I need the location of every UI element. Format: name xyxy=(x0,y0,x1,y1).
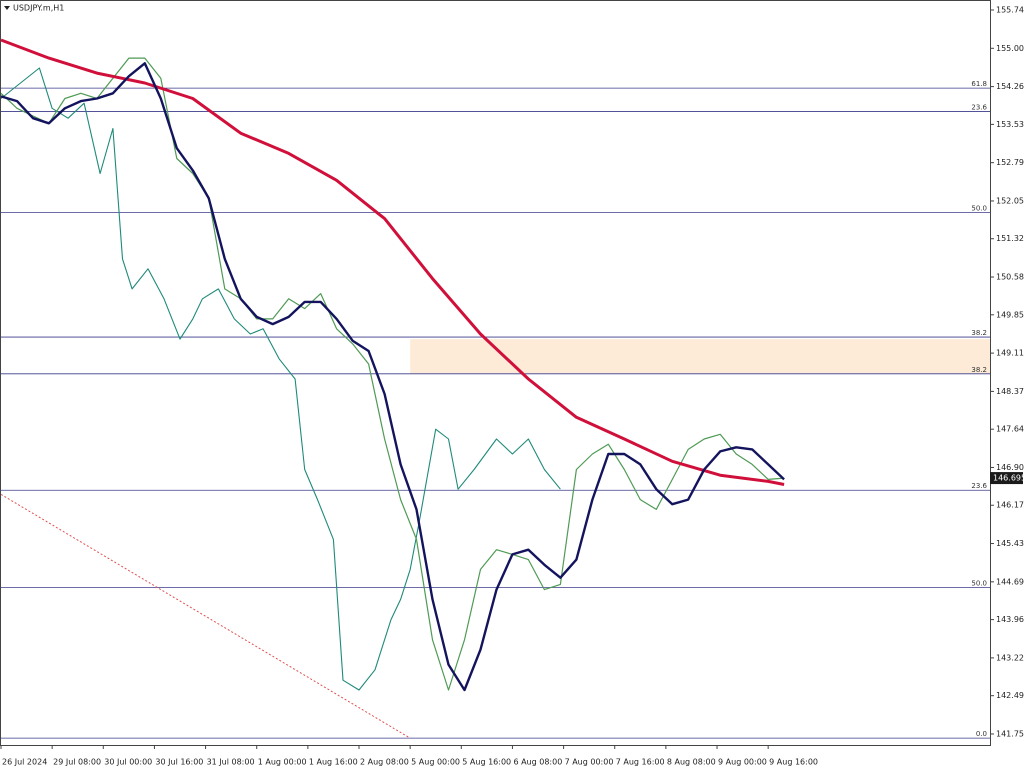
trendline xyxy=(0,493,411,739)
x-tick-label: 5 Aug 16:00 xyxy=(462,758,511,767)
y-tick-label: 147.640 xyxy=(996,425,1024,434)
menu-arrow[interactable] xyxy=(4,6,10,10)
y-tick-label: 149.110 xyxy=(996,349,1024,358)
x-tick-label: 30 Jul 00:00 xyxy=(104,758,152,767)
x-tick-label: 5 Aug 00:00 xyxy=(411,758,460,767)
x-tick-label: 7 Aug 16:00 xyxy=(616,758,665,767)
fib-label: 50.0 xyxy=(971,204,987,212)
fib-label: 0.0 xyxy=(976,730,987,738)
y-tick-label: 144.690 xyxy=(996,577,1024,586)
y-tick-label: 143.960 xyxy=(996,615,1024,624)
y-tick-label: 152.050 xyxy=(996,196,1024,205)
chart-title: USDJPY.m,H1 xyxy=(13,4,64,13)
x-tick-label: 6 Aug 08:00 xyxy=(513,758,562,767)
x-tick-label: 2 Aug 08:00 xyxy=(360,758,409,767)
x-tick-label: 8 Aug 08:00 xyxy=(667,758,716,767)
fib-label: 23.6 xyxy=(971,482,987,490)
x-tick-label: 1 Aug 00:00 xyxy=(258,758,307,767)
x-tick-label: 9 Aug 00:00 xyxy=(718,758,767,767)
last-price-label: 146.695 xyxy=(993,474,1024,483)
x-tick-label: 9 Aug 16:00 xyxy=(769,758,818,767)
fib-label: 23.6 xyxy=(971,103,987,111)
y-tick-label: 152.790 xyxy=(996,158,1024,167)
y-tick-label: 146.900 xyxy=(996,463,1024,472)
y-tick-label: 151.320 xyxy=(996,234,1024,243)
y-tick-label: 154.260 xyxy=(996,82,1024,91)
y-tick-label: 141.750 xyxy=(996,729,1024,738)
y-tick-label: 155.740 xyxy=(996,6,1024,15)
x-tick-label: 7 Aug 00:00 xyxy=(565,758,614,767)
y-tick-label: 142.490 xyxy=(996,691,1024,700)
fib-label: 38.2 xyxy=(971,329,987,337)
price-line xyxy=(0,67,561,691)
fib-label: 38.2 xyxy=(971,366,987,374)
y-tick-label: 150.580 xyxy=(996,273,1024,282)
x-tick-label: 31 Jul 08:00 xyxy=(207,758,255,767)
y-tick-label: 153.530 xyxy=(996,120,1024,129)
y-tick-label: 148.370 xyxy=(996,387,1024,396)
fib-label: 61.8 xyxy=(971,80,987,88)
y-tick-label: 145.430 xyxy=(996,539,1024,548)
x-tick-label: 29 Jul 08:00 xyxy=(53,758,101,767)
y-tick-label: 146.170 xyxy=(996,501,1024,510)
price-line xyxy=(0,57,785,691)
price-line xyxy=(0,62,785,692)
x-tick-label: 26 Jul 2024 xyxy=(2,758,47,767)
x-tick-label: 1 Aug 16:00 xyxy=(309,758,358,767)
x-tick-label: 30 Jul 16:00 xyxy=(155,758,203,767)
last-price-box xyxy=(990,472,1023,485)
fib-label: 50.0 xyxy=(971,580,987,588)
y-tick-label: 143.220 xyxy=(996,653,1024,662)
y-tick-label: 149.850 xyxy=(996,310,1024,319)
y-tick-label: 155.000 xyxy=(996,44,1024,53)
zone xyxy=(410,339,990,374)
price-line xyxy=(0,38,785,486)
